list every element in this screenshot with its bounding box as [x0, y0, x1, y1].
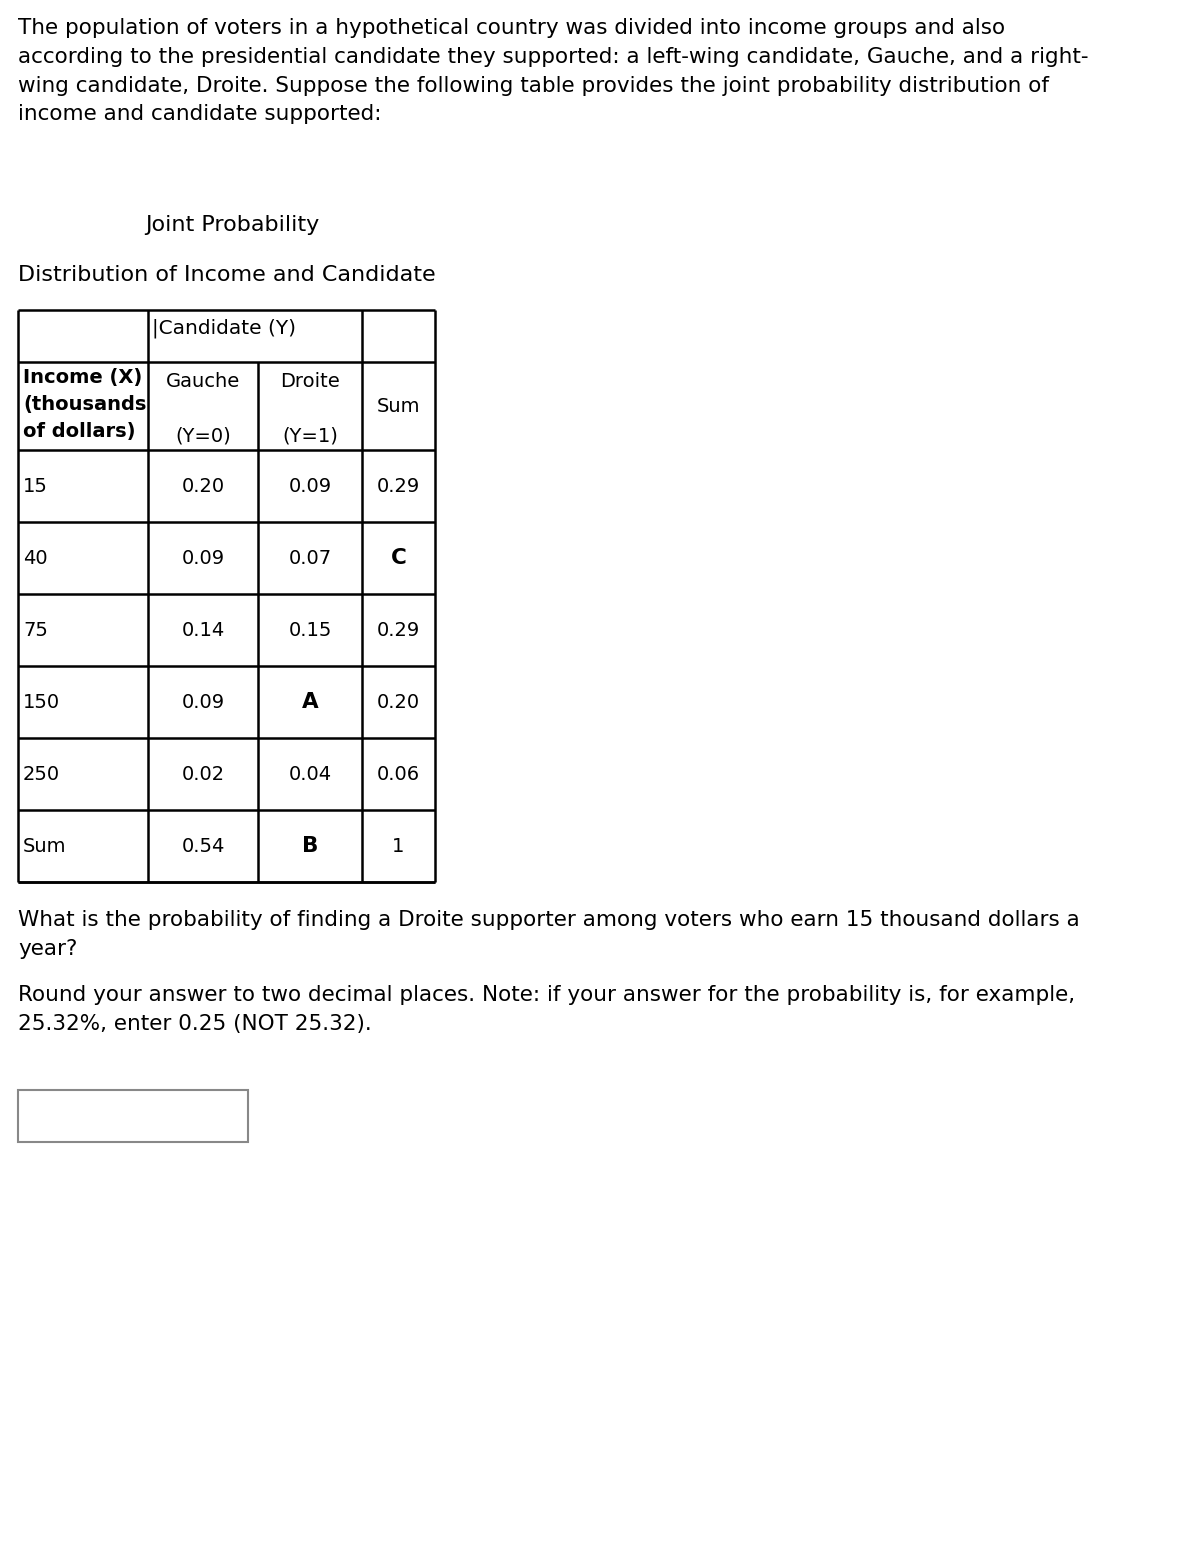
Text: 40: 40 — [23, 548, 48, 567]
Text: Sum: Sum — [23, 837, 66, 856]
Text: 1: 1 — [392, 837, 404, 856]
Text: Sum: Sum — [377, 397, 420, 415]
Text: 0.29: 0.29 — [377, 620, 420, 639]
Text: 0.07: 0.07 — [288, 548, 331, 567]
Text: A: A — [301, 692, 318, 712]
Text: 0.29: 0.29 — [377, 476, 420, 495]
Text: Income (X)
(thousands
of dollars): Income (X) (thousands of dollars) — [23, 369, 146, 442]
Text: 0.04: 0.04 — [288, 764, 331, 784]
Text: 0.54: 0.54 — [181, 837, 224, 856]
Text: 15: 15 — [23, 476, 48, 495]
Text: 0.14: 0.14 — [181, 620, 224, 639]
Text: |Candidate (Y): |Candidate (Y) — [152, 319, 296, 337]
Text: Droite

(Y=1): Droite (Y=1) — [280, 372, 340, 445]
Text: 0.15: 0.15 — [288, 620, 331, 639]
Text: Gauche

(Y=0): Gauche (Y=0) — [166, 372, 240, 445]
Text: 150: 150 — [23, 692, 60, 712]
Text: 75: 75 — [23, 620, 48, 639]
Text: C: C — [390, 548, 407, 569]
Text: 0.09: 0.09 — [181, 692, 224, 712]
Text: What is the probability of finding a Droite supporter among voters who earn 15 t: What is the probability of finding a Dro… — [18, 911, 1080, 959]
Text: 250: 250 — [23, 764, 60, 784]
Text: 0.09: 0.09 — [181, 548, 224, 567]
Text: The population of voters in a hypothetical country was divided into income group: The population of voters in a hypothetic… — [18, 19, 1088, 125]
Text: 0.06: 0.06 — [377, 764, 420, 784]
Text: 0.09: 0.09 — [288, 476, 331, 495]
Text: 0.02: 0.02 — [181, 764, 224, 784]
Text: 0.20: 0.20 — [181, 476, 224, 495]
Text: Joint Probability: Joint Probability — [145, 216, 319, 234]
Text: Round your answer to two decimal places. Note: if your answer for the probabilit: Round your answer to two decimal places.… — [18, 986, 1075, 1034]
Bar — [18, 1090, 248, 1142]
Text: 0.20: 0.20 — [377, 692, 420, 712]
Text: Distribution of Income and Candidate: Distribution of Income and Candidate — [18, 266, 436, 284]
Text: B: B — [302, 836, 318, 856]
